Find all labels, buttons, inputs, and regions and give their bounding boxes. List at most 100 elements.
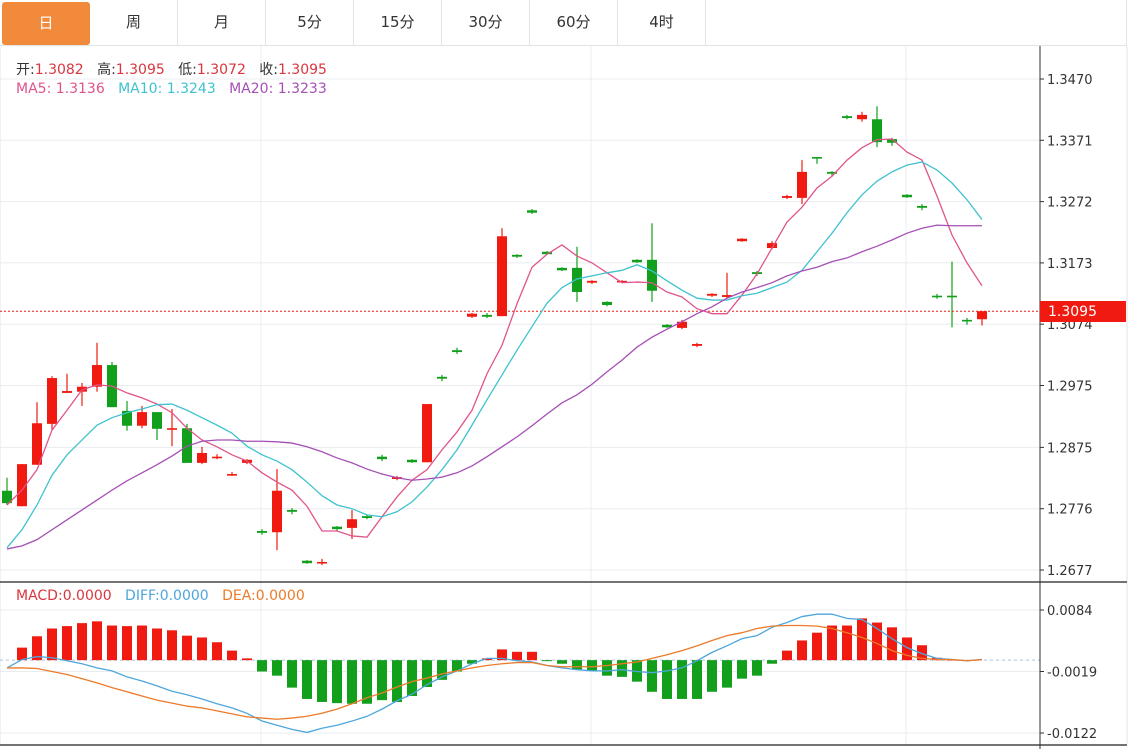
candle-body: [737, 238, 747, 242]
ma5-value: 1.3136: [55, 81, 105, 97]
candle: [947, 261, 957, 328]
macd-bar: [362, 660, 372, 704]
candle: [407, 459, 417, 463]
current-price-tag: 1.3095: [1040, 301, 1126, 322]
macd-bar: [722, 660, 732, 688]
macd-bar: [107, 625, 117, 661]
candle: [707, 293, 717, 297]
macd-lines: [6, 613, 983, 734]
candle: [782, 194, 792, 200]
candle-body: [812, 157, 822, 159]
tab-month[interactable]: 月: [178, 0, 266, 45]
macd-y-tick-label: 0.0084: [1047, 604, 1093, 619]
macd-bar: [392, 660, 402, 702]
diff-label: DIFF:: [125, 588, 160, 604]
macd-bar: [302, 660, 312, 699]
macd-legend: MACD:0.0000 DIFF:0.0000 DEA:0.0000: [16, 588, 305, 604]
candle: [377, 454, 387, 462]
y-tick-label: 1.2975: [1047, 379, 1093, 394]
candle: [662, 324, 672, 328]
y-tick-label: 1.3371: [1047, 134, 1093, 149]
candle: [167, 409, 177, 447]
candle-body: [527, 210, 537, 213]
close-label: 收:: [259, 62, 278, 78]
macd-bar: [797, 640, 807, 661]
ma20-value: 1.3233: [277, 81, 327, 97]
candle: [362, 514, 372, 520]
candle-body: [962, 319, 972, 322]
ma20-label: MA20:: [229, 81, 274, 97]
candle-body: [92, 365, 102, 387]
ohlc-legend: 开:1.3082 高:1.3095 低:1.3072 收:1.3095: [16, 59, 327, 79]
diff-line: [6, 613, 983, 734]
tab-day[interactable]: 日: [2, 2, 90, 45]
candle: [917, 204, 927, 211]
macd-bar: [737, 660, 747, 679]
macd-bar: [92, 621, 102, 661]
macd-bar: [437, 660, 447, 680]
candle-body: [617, 280, 627, 283]
tab-week[interactable]: 周: [90, 0, 178, 45]
candle-body: [467, 313, 477, 317]
macd-bar: [197, 637, 207, 661]
ma-legend: MA5: 1.3136 MA10: 1.3243 MA20: 1.3233: [16, 81, 327, 97]
macd-bar: [557, 660, 567, 664]
candle: [272, 469, 282, 551]
tab-4hour[interactable]: 4时: [618, 0, 706, 45]
candle: [212, 454, 222, 460]
candle: [572, 246, 582, 302]
candle-body: [887, 139, 897, 143]
candle-body: [722, 295, 732, 297]
candle: [92, 342, 102, 392]
tab-60min[interactable]: 60分: [530, 0, 618, 45]
candle: [107, 361, 117, 408]
candle-body: [272, 490, 282, 533]
low-value: 1.3072: [196, 62, 246, 78]
candle: [62, 373, 72, 393]
candle-body: [497, 236, 507, 317]
candle: [587, 280, 597, 284]
candle: [2, 477, 12, 505]
y-tick-label: 1.3272: [1047, 196, 1093, 211]
macd-bar: [212, 642, 222, 661]
macd-bar: [647, 660, 657, 692]
candle-body: [602, 301, 612, 305]
ma-line-ma20: [6, 224, 982, 550]
candle-body: [572, 267, 582, 292]
y-tick-label: 1.2776: [1047, 503, 1093, 518]
macd-bar: [257, 660, 267, 672]
candle-body: [872, 119, 882, 143]
candle: [467, 313, 477, 318]
candle-body: [512, 254, 522, 257]
candle: [527, 209, 537, 214]
macd-bar: [287, 660, 297, 688]
tab-5min[interactable]: 5分: [266, 0, 354, 45]
candle: [227, 472, 237, 476]
candle: [557, 267, 567, 271]
moving-average-lines: [0, 138, 1040, 550]
candle: [512, 254, 522, 258]
candle-body: [287, 509, 297, 512]
macd-bar: [347, 660, 357, 704]
macd-value: 0.0000: [62, 588, 112, 604]
macd-bar: [782, 650, 792, 661]
candle: [797, 160, 807, 205]
macd-bar: [617, 660, 627, 677]
macd-bar: [332, 660, 342, 704]
candle-body: [122, 410, 132, 426]
candle: [857, 111, 867, 122]
high-label: 高:: [97, 62, 116, 78]
macd-bar: [662, 660, 672, 699]
candle-body: [827, 171, 837, 174]
macd-bar: [152, 628, 162, 661]
candle: [482, 313, 492, 318]
candle: [32, 402, 42, 465]
macd-bar: [32, 636, 42, 661]
candle: [602, 301, 612, 307]
high-value: 1.3095: [115, 62, 165, 78]
macd-bar: [122, 626, 132, 661]
tab-30min[interactable]: 30分: [442, 0, 530, 45]
macd-bar: [887, 627, 897, 661]
tab-15min[interactable]: 15分: [354, 0, 442, 45]
